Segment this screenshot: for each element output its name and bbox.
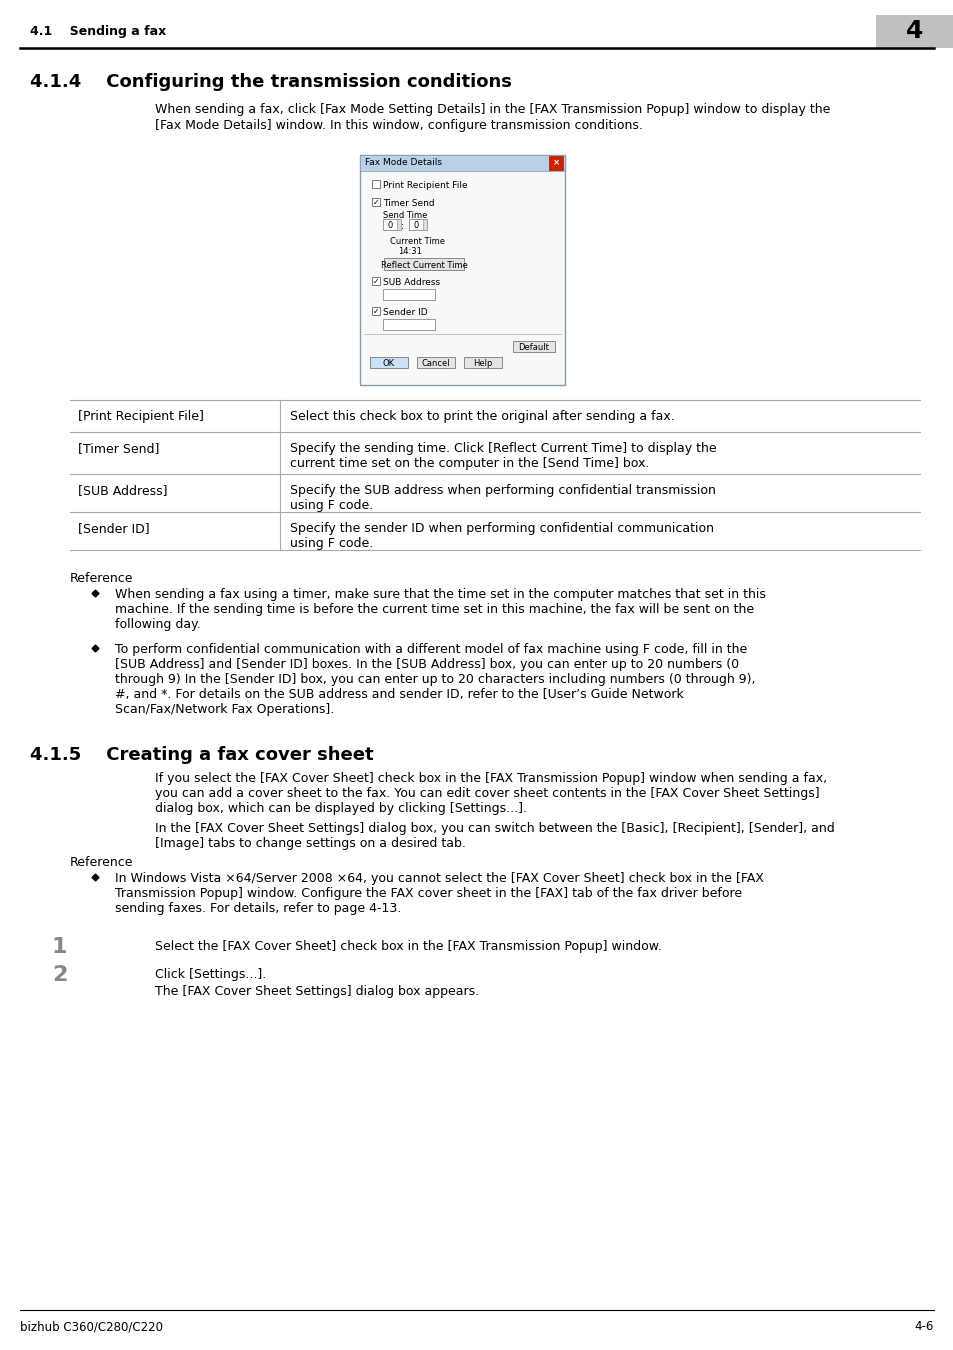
Text: following day.: following day. <box>115 618 200 630</box>
Text: Reference: Reference <box>70 572 133 585</box>
Text: 4.1    Sending a fax: 4.1 Sending a fax <box>30 26 166 38</box>
Text: Select the [FAX Cover Sheet] check box in the [FAX Transmission Popup] window.: Select the [FAX Cover Sheet] check box i… <box>154 940 661 953</box>
Text: #, and *. For details on the SUB address and sender ID, refer to the [User’s Gui: #, and *. For details on the SUB address… <box>115 688 683 701</box>
Text: dialog box, which can be displayed by clicking [Settings...].: dialog box, which can be displayed by cl… <box>154 802 526 815</box>
Text: you can add a cover sheet to the fax. You can edit cover sheet contents in the [: you can add a cover sheet to the fax. Yo… <box>154 787 819 801</box>
Text: machine. If the sending time is before the current time set in this machine, the: machine. If the sending time is before t… <box>115 603 753 616</box>
Text: 4.1.4    Configuring the transmission conditions: 4.1.4 Configuring the transmission condi… <box>30 73 512 90</box>
Text: Current Time: Current Time <box>390 238 444 246</box>
Text: If you select the [FAX Cover Sheet] check box in the [FAX Transmission Popup] wi: If you select the [FAX Cover Sheet] chec… <box>154 772 826 784</box>
Text: current time set on the computer in the [Send Time] box.: current time set on the computer in the … <box>290 458 649 470</box>
Text: 4: 4 <box>905 19 923 43</box>
Text: Reference: Reference <box>70 856 133 869</box>
Text: Specify the sending time. Click [Reflect Current Time] to display the: Specify the sending time. Click [Reflect… <box>290 441 716 455</box>
Text: Fax Mode Details: Fax Mode Details <box>365 158 441 167</box>
Bar <box>548 157 562 170</box>
Text: :: : <box>401 221 404 231</box>
Bar <box>372 198 379 207</box>
Bar <box>370 356 408 369</box>
Text: Send Time: Send Time <box>382 211 427 220</box>
Text: ×: × <box>552 158 558 167</box>
Text: [SUB Address] and [Sender ID] boxes. In the [SUB Address] box, you can enter up : [SUB Address] and [Sender ID] boxes. In … <box>115 657 739 671</box>
Text: Reflect Current Time: Reflect Current Time <box>380 261 467 270</box>
Text: OK: OK <box>382 359 395 369</box>
Bar <box>422 219 427 230</box>
Text: The [FAX Cover Sheet Settings] dialog box appears.: The [FAX Cover Sheet Settings] dialog bo… <box>154 986 478 998</box>
Text: Select this check box to print the original after sending a fax.: Select this check box to print the origi… <box>290 410 674 423</box>
Bar <box>382 319 435 329</box>
Text: [Fax Mode Details] window. In this window, configure transmission conditions.: [Fax Mode Details] window. In this windo… <box>154 119 642 132</box>
Text: ✓: ✓ <box>373 306 378 316</box>
Bar <box>875 15 953 49</box>
Text: 4.1.5    Creating a fax cover sheet: 4.1.5 Creating a fax cover sheet <box>30 747 374 764</box>
Text: [SUB Address]: [SUB Address] <box>78 485 168 497</box>
Text: In the [FAX Cover Sheet Settings] dialog box, you can switch between the [Basic]: In the [FAX Cover Sheet Settings] dialog… <box>154 822 834 836</box>
Text: [Timer Send]: [Timer Send] <box>78 441 159 455</box>
Text: 1: 1 <box>52 937 68 957</box>
Bar <box>382 289 435 300</box>
Bar <box>359 155 564 171</box>
Bar <box>382 219 400 230</box>
Bar <box>409 219 427 230</box>
Text: Click [Settings...].: Click [Settings...]. <box>154 968 266 981</box>
Text: using F code.: using F code. <box>290 500 373 512</box>
Text: ✓: ✓ <box>373 198 378 207</box>
Text: [Sender ID]: [Sender ID] <box>78 522 150 535</box>
Bar <box>416 356 455 369</box>
Text: 0: 0 <box>388 221 393 230</box>
Text: 0: 0 <box>414 221 418 230</box>
Text: Print Recipient File: Print Recipient File <box>382 181 467 190</box>
Text: When sending a fax using a timer, make sure that the time set in the computer ma: When sending a fax using a timer, make s… <box>115 589 765 601</box>
Text: bizhub C360/C280/C220: bizhub C360/C280/C220 <box>20 1320 163 1332</box>
Text: In Windows Vista ×64/Server 2008 ×64, you cannot select the [FAX Cover Sheet] ch: In Windows Vista ×64/Server 2008 ×64, yo… <box>115 872 763 886</box>
Text: Cancel: Cancel <box>421 359 450 369</box>
Text: Help: Help <box>473 359 492 369</box>
Text: [Image] tabs to change settings on a desired tab.: [Image] tabs to change settings on a des… <box>154 837 465 850</box>
Bar <box>372 277 379 285</box>
Text: 2: 2 <box>52 965 68 986</box>
Text: Specify the sender ID when performing confidential communication: Specify the sender ID when performing co… <box>290 522 713 535</box>
Text: Specify the SUB address when performing confidential transmission: Specify the SUB address when performing … <box>290 485 715 497</box>
Text: through 9) In the [Sender ID] box, you can enter up to 20 characters including n: through 9) In the [Sender ID] box, you c… <box>115 674 755 686</box>
Bar <box>396 219 400 230</box>
Text: ✓: ✓ <box>373 277 378 286</box>
Text: Default: Default <box>518 343 549 352</box>
Text: SUB Address: SUB Address <box>382 278 439 288</box>
Text: [Print Recipient File]: [Print Recipient File] <box>78 410 204 423</box>
Text: To perform confidential communication with a different model of fax machine usin: To perform confidential communication wi… <box>115 643 746 656</box>
Text: 14:31: 14:31 <box>397 247 421 256</box>
Bar <box>463 356 501 369</box>
Bar <box>372 180 379 188</box>
Text: Scan/Fax/Network Fax Operations].: Scan/Fax/Network Fax Operations]. <box>115 703 334 716</box>
Bar <box>384 258 463 270</box>
Text: using F code.: using F code. <box>290 537 373 549</box>
Text: 4-6: 4-6 <box>914 1320 933 1332</box>
Text: Sender ID: Sender ID <box>382 308 427 317</box>
Text: Timer Send: Timer Send <box>382 198 435 208</box>
Text: sending faxes. For details, refer to page 4-13.: sending faxes. For details, refer to pag… <box>115 902 401 915</box>
Text: When sending a fax, click [Fax Mode Setting Details] in the [FAX Transmission Po: When sending a fax, click [Fax Mode Sett… <box>154 103 829 116</box>
Bar <box>372 306 379 315</box>
Bar <box>513 342 555 352</box>
Text: Transmission Popup] window. Configure the FAX cover sheet in the [FAX] tab of th: Transmission Popup] window. Configure th… <box>115 887 741 900</box>
Bar <box>359 155 564 385</box>
